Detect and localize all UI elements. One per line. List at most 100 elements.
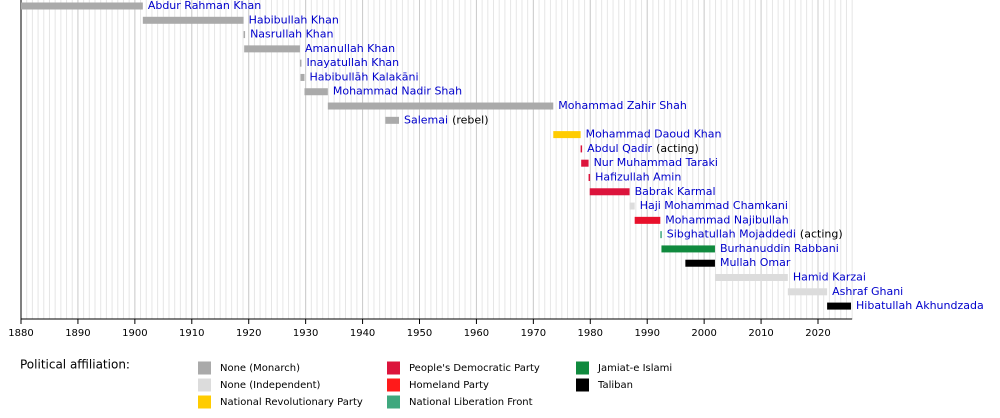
legend-swatch bbox=[198, 361, 211, 375]
legend-label: People's Democratic Party bbox=[409, 363, 540, 374]
reign-bar bbox=[634, 216, 661, 224]
legend-label: Homeland Party bbox=[409, 380, 489, 391]
reign-bar bbox=[580, 145, 583, 153]
ruler-label: Habibullāh Kalakāni bbox=[310, 70, 419, 83]
ruler-label: Habibullah Khan bbox=[249, 13, 339, 26]
ruler-name: Habibullah Khan bbox=[249, 13, 339, 26]
x-tick-label: 2010 bbox=[748, 328, 773, 339]
legend-swatch bbox=[387, 361, 400, 375]
ruler-name: Hamid Karzai bbox=[793, 271, 866, 284]
ruler-name: Mullah Omar bbox=[720, 256, 791, 269]
ruler-label: Mohammad Najibullah bbox=[665, 213, 788, 226]
ruler-label: Haji Mohammad Chamkani bbox=[640, 199, 788, 212]
ruler-name: Mohammad Zahir Shah bbox=[558, 99, 687, 112]
legend-label: National Revolutionary Party bbox=[220, 397, 363, 408]
x-tick-label: 1910 bbox=[179, 328, 204, 339]
reign-bar bbox=[787, 288, 828, 296]
reign-bar bbox=[327, 102, 554, 110]
x-tick-label: 2000 bbox=[691, 328, 716, 339]
ruler-name: Ashraf Ghani bbox=[832, 285, 903, 298]
reign-bar bbox=[304, 88, 328, 96]
ruler-name: Nur Muhammad Taraki bbox=[594, 156, 718, 169]
legend-swatch bbox=[576, 361, 589, 375]
ruler-name: Hafizullah Amin bbox=[595, 170, 681, 183]
reign-bar bbox=[629, 202, 635, 210]
reign-bar bbox=[142, 16, 244, 24]
ruler-label: Babrak Karmal bbox=[635, 185, 716, 198]
ruler-name: Nasrullah Khan bbox=[250, 28, 333, 41]
ruler-label: Mohammad Nadir Shah bbox=[333, 85, 462, 98]
ruler-name: Salemai bbox=[404, 113, 448, 126]
reign-bar bbox=[661, 245, 715, 253]
ruler-name: Sibghatullah Mojaddedi bbox=[667, 228, 796, 241]
ruler-note: (acting) bbox=[800, 228, 843, 241]
ruler-name: Haji Mohammad Chamkani bbox=[640, 199, 788, 212]
x-tick-label: 2020 bbox=[805, 328, 830, 339]
x-tick-label: 1980 bbox=[578, 328, 603, 339]
legend-swatch bbox=[387, 378, 400, 392]
ruler-name: Babrak Karmal bbox=[635, 185, 716, 198]
legend-label: None (Independent) bbox=[220, 380, 321, 391]
legend-swatch bbox=[198, 395, 211, 409]
ruler-label: Mohammad Zahir Shah bbox=[558, 99, 687, 112]
ruler-label: Amanullah Khan bbox=[305, 42, 395, 55]
ruler-name: Abdur Rahman Khan bbox=[148, 0, 261, 12]
ruler-name: Mohammad Daoud Khan bbox=[586, 128, 722, 141]
ruler-name: Abdul Qadir bbox=[587, 142, 652, 155]
x-tick-label: 1900 bbox=[122, 328, 147, 339]
legend-swatch bbox=[387, 395, 400, 409]
ruler-name: Mohammad Najibullah bbox=[665, 213, 788, 226]
ruler-label: Ashraf Ghani bbox=[832, 285, 903, 298]
reign-bar bbox=[385, 116, 400, 124]
ruler-label: Nur Muhammad Taraki bbox=[594, 156, 718, 169]
legend-label: Jamiat-e Islami bbox=[597, 363, 672, 374]
ruler-name: Hibatullah Akhundzada bbox=[856, 299, 984, 312]
reign-bar bbox=[299, 59, 302, 67]
legend-label: None (Monarch) bbox=[220, 363, 300, 374]
reign-bar bbox=[300, 73, 305, 81]
legend-swatch bbox=[576, 378, 589, 392]
x-tick-label: 1960 bbox=[464, 328, 489, 339]
ruler-label: Hafizullah Amin bbox=[595, 170, 681, 183]
ruler-note: (acting) bbox=[656, 142, 699, 155]
reign-bar bbox=[589, 188, 630, 196]
ruler-label: Mohammad Daoud Khan bbox=[586, 128, 722, 141]
ruler-label: Burhanuddin Rabbani bbox=[720, 242, 839, 255]
legend-title: Political affiliation: bbox=[20, 358, 130, 372]
ruler-label: Abdur Rahman Khan bbox=[148, 0, 261, 12]
ruler-label: Hamid Karzai bbox=[793, 271, 866, 284]
ruler-label: Mullah Omar bbox=[720, 256, 791, 269]
legend-label: Taliban bbox=[597, 380, 633, 391]
ruler-name: Mohammad Nadir Shah bbox=[333, 85, 462, 98]
ruler-name: Burhanuddin Rabbani bbox=[720, 242, 839, 255]
legend-swatch bbox=[198, 378, 211, 392]
reign-bar bbox=[714, 274, 788, 282]
x-tick-label: 1970 bbox=[521, 328, 546, 339]
legend-label: National Liberation Front bbox=[409, 397, 533, 408]
reign-bar bbox=[685, 259, 715, 267]
ruler-label: Hibatullah Akhundzada bbox=[856, 299, 984, 312]
ruler-name: Amanullah Khan bbox=[305, 42, 395, 55]
x-tick-label: 1990 bbox=[634, 328, 659, 339]
ruler-label: Inayatullah Khan bbox=[306, 56, 399, 69]
reign-bar bbox=[244, 45, 300, 53]
ruler-label: Abdul Qadir (acting) bbox=[587, 142, 699, 155]
x-tick-label: 1920 bbox=[236, 328, 261, 339]
ruler-name: Inayatullah Khan bbox=[306, 56, 399, 69]
ruler-label: Sibghatullah Mojaddedi (acting) bbox=[667, 228, 843, 241]
x-tick-label: 1930 bbox=[293, 328, 318, 339]
reign-bar bbox=[243, 31, 246, 39]
x-tick-label: 1940 bbox=[350, 328, 375, 339]
x-tick-label: 1880 bbox=[8, 328, 33, 339]
ruler-label: Salemai (rebel) bbox=[404, 113, 489, 126]
reign-bar bbox=[581, 159, 589, 167]
ruler-label: Nasrullah Khan bbox=[250, 28, 333, 41]
x-tick-label: 1890 bbox=[65, 328, 90, 339]
reign-bar bbox=[553, 131, 581, 139]
reign-bar bbox=[588, 173, 591, 181]
ruler-note: (rebel) bbox=[452, 113, 488, 126]
reign-bar bbox=[827, 302, 852, 310]
reign-bar bbox=[660, 231, 662, 239]
reign-bar bbox=[21, 2, 143, 10]
